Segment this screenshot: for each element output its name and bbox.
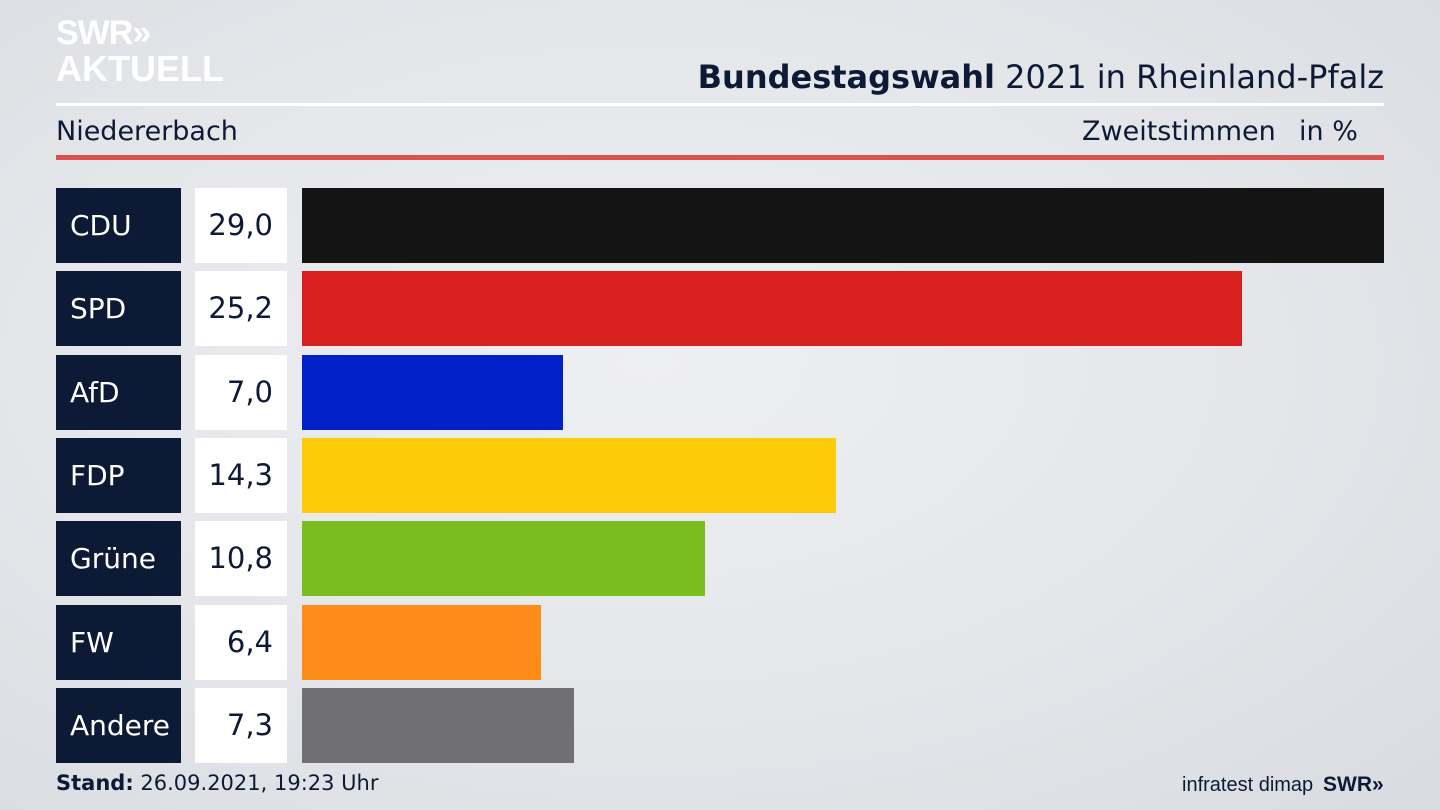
bar (302, 355, 563, 430)
unit-label: in % (1299, 116, 1358, 147)
bar-row: SPD 25,2 (0, 271, 1440, 346)
bar-row: FDP 14,3 (0, 438, 1440, 513)
bar-row: Andere 7,3 (0, 688, 1440, 763)
bar (302, 188, 1384, 263)
party-label: SPD (56, 271, 181, 346)
swr-brand-logo: SWR» (1323, 773, 1384, 796)
accent-divider (56, 155, 1384, 160)
bar-row: CDU 29,0 (0, 188, 1440, 263)
bar (302, 271, 1242, 346)
source-label: infratest dimap (1182, 774, 1314, 796)
value-label: 25,2 (195, 271, 287, 346)
value-label: 10,8 (195, 521, 287, 596)
bar-row: FW 6,4 (0, 605, 1440, 680)
swr-aktuell-logo: SWR» AKTUELL (56, 16, 224, 87)
party-label: Andere (56, 688, 181, 763)
bar (302, 521, 705, 596)
value-label: 29,0 (195, 188, 287, 263)
value-label: 6,4 (195, 605, 287, 680)
timestamp-label: Stand: (56, 771, 134, 795)
chart-title-bold: Bundestagswahl (697, 58, 995, 96)
party-label: CDU (56, 188, 181, 263)
bar-row: Grüne 10,8 (0, 521, 1440, 596)
chart-title: Bundestagswahl 2021 in Rheinland-Pfalz (698, 58, 1384, 96)
chart-subtitle: Niedererbach (56, 116, 238, 147)
value-label: 14,3 (195, 438, 287, 513)
bar (302, 688, 574, 763)
timestamp-value: 26.09.2021, 19:23 Uhr (133, 771, 379, 795)
value-label: 7,0 (195, 355, 287, 430)
logo-line-1: SWR» (56, 14, 151, 52)
value-label: 7,3 (195, 688, 287, 763)
bar (302, 438, 836, 513)
party-label: FW (56, 605, 181, 680)
logo-line-2: AKTUELL (56, 48, 224, 89)
bar-row: AfD 7,0 (0, 355, 1440, 430)
party-label: FDP (56, 438, 181, 513)
party-label: AfD (56, 355, 181, 430)
bar (302, 605, 541, 680)
party-label: Grüne (56, 521, 181, 596)
chart-title-rest: 2021 in Rheinland-Pfalz (995, 58, 1384, 96)
measure-label: Zweitstimmen (1082, 116, 1276, 147)
header-divider (56, 103, 1384, 106)
timestamp: Stand: 26.09.2021, 19:23 Uhr (56, 771, 379, 795)
